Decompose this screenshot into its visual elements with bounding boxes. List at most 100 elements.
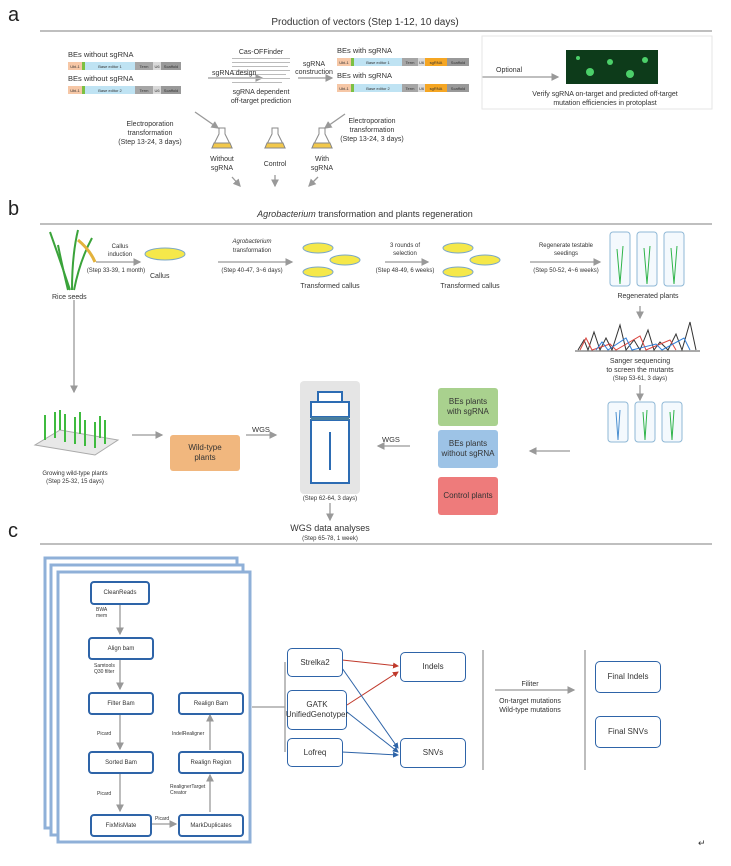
wild-type-plants-box: Wild-type plants [170, 435, 240, 471]
sequencer-icon [310, 391, 350, 484]
construction-label-2: construction [295, 69, 333, 76]
transformed-callus-1: Transformed callus [300, 283, 360, 290]
optional-box [481, 35, 713, 110]
flask-with-1: With [315, 156, 329, 163]
sanger-1: Sanger sequencing [609, 358, 671, 365]
node-filter-bam: Filter Bam [88, 692, 154, 715]
bes-with-line-2: with sgRNA [447, 407, 489, 416]
electro-right-1: Electroporation [348, 118, 396, 125]
panel-a-title: Production of vectors (Step 1-12, 10 day… [271, 17, 459, 28]
final-indels-box: Final Indels [595, 661, 661, 693]
node-sorted-bam: Sorted Bam [88, 751, 154, 774]
gatk-line-2: UnifiedGenotyper [285, 710, 349, 719]
edge-picard-1: Picard [97, 731, 112, 737]
node-clean-reads: CleanReads [90, 581, 150, 605]
bes-without-label-2: BEs without sgRNA [68, 74, 134, 83]
growing-label: Growing wild-type plants [42, 471, 108, 477]
sgrna-design-label: sgRNA design [212, 70, 257, 77]
verify-label-1: Verify sgRNA on-target and predicted off… [532, 91, 678, 98]
edge-picard-2: Picard [97, 791, 112, 797]
agro-label-2: transformation [232, 248, 272, 254]
protoplast-image [566, 50, 658, 84]
sanger-chromatogram [577, 321, 697, 352]
wild-type-line-2: plants [194, 453, 216, 462]
selection-2: selection [393, 251, 417, 257]
electro-left-3: (Step 13-24, 3 days) [118, 139, 182, 146]
edge-samtools: Samtools Q30 filter [94, 663, 115, 675]
panel-label-b: b [8, 198, 20, 220]
flask-with-2: sgRNA [310, 165, 334, 172]
snvs-box: SNVs [400, 738, 466, 768]
edge-rtc: RealignerTarget Creator [170, 784, 205, 796]
panel-label-a: a [8, 4, 20, 26]
selection-1: 3 rounds of [389, 243, 421, 249]
caller-lofreq: Lofreq [287, 738, 343, 767]
rice-plant [49, 229, 97, 291]
agro-label-1: Agrobacterium [232, 239, 272, 245]
transformed-callus-2: Transformed callus [440, 283, 500, 290]
edge-samtools-1: Samtools [94, 663, 115, 669]
wgs-analyses-label: WGS data analyses [290, 523, 370, 533]
arrows [70, 73, 644, 694]
flasks [211, 127, 333, 149]
culture-tubes [607, 231, 685, 443]
rice-seeds-label: Rice seeds [52, 294, 87, 301]
construction-label-1: sgRNA [302, 61, 326, 68]
bes-with-label-1: BEs with sgRNA [337, 46, 393, 55]
callus-label: Callus [150, 273, 170, 280]
optional-label: Optional [496, 67, 523, 74]
caller-strelka2: Strelka2 [287, 648, 343, 677]
callus-induction-1: Callus [111, 244, 129, 250]
regen-1: Regenerate testable [538, 243, 594, 249]
filter-on-target: On-target mutations [499, 698, 561, 705]
wild-type-line-1: Wild-type [188, 443, 222, 452]
cas-offinder-output [232, 58, 290, 83]
regenerated-label: Regenerated plants [617, 293, 679, 300]
offtarget-label-1: sgRNA dependent [232, 89, 290, 96]
edge-indelrealigner: IndelRealigner [172, 731, 205, 737]
step-50: (Step 50-52, 4~6 weeks) [533, 268, 599, 274]
offtarget-label-2: off-target prediction [230, 98, 292, 105]
flask-without-2: sgRNA [210, 165, 234, 172]
return-mark: ↵ [698, 838, 706, 848]
edge-bwa-2: mem [96, 613, 108, 619]
final-snvs-box: Final SNVs [595, 716, 661, 748]
regen-2: seedings [553, 251, 579, 257]
caller-gatk: GATK UnifiedGenotyper [285, 690, 349, 730]
step-33: (Step 33-39, 1 month) [86, 268, 146, 274]
bes-with-line-1: BEs plants [448, 397, 488, 406]
wild-type-field [33, 410, 120, 456]
electro-right-2: transformation [349, 127, 395, 134]
seedlings [615, 245, 678, 441]
gatk-line-1: GATK [306, 700, 328, 709]
section-dividers [40, 30, 712, 545]
petri-dishes [144, 242, 501, 278]
panel-label-c: c [8, 520, 18, 542]
bes-with-box: BEs plants with sgRNA [438, 388, 498, 426]
edge-bwa-1: BWA [96, 607, 108, 613]
bes-without-label-1: BEs without sgRNA [68, 50, 134, 59]
callus-induction-2: induction [107, 252, 133, 258]
edge-picard-3: Picard [155, 816, 170, 822]
step-62: (Step 62-64, 3 days) [302, 496, 358, 502]
caller-arrows [341, 659, 399, 758]
electro-left-1: Electroporation [126, 121, 174, 128]
panel-b-title: Agrobacterium transformation and plants … [257, 209, 473, 219]
edge-bwa: BWA mem [96, 607, 107, 619]
node-markduplicates: MarkDuplicates [178, 814, 244, 837]
electro-left-2: transformation [127, 130, 173, 137]
filter-wild-type: Wild-type mutations [499, 707, 561, 714]
control-plants-box: Control plants [438, 477, 498, 515]
edge-rtc-1: RealignerTarget [170, 784, 206, 790]
title-rest: transformation and plants regeneration [315, 209, 473, 219]
flask-without-1: Without [210, 156, 234, 163]
connectors [252, 650, 586, 770]
step-25: (Step 25-32, 15 days) [46, 479, 104, 485]
bes-with-label-2: BEs with sgRNA [337, 71, 393, 80]
cas-offinder-label: Cas-OFFinder [238, 49, 284, 56]
verify-label-2: mutation efficiencies in protoplast [553, 100, 657, 107]
step-65: (Step 65-78, 1 week) [302, 536, 358, 542]
step-40: (Step 40-47, 3~6 days) [221, 268, 283, 274]
step-48: (Step 48-49, 6 weeks) [375, 268, 435, 274]
protoplast-cells [576, 56, 648, 78]
